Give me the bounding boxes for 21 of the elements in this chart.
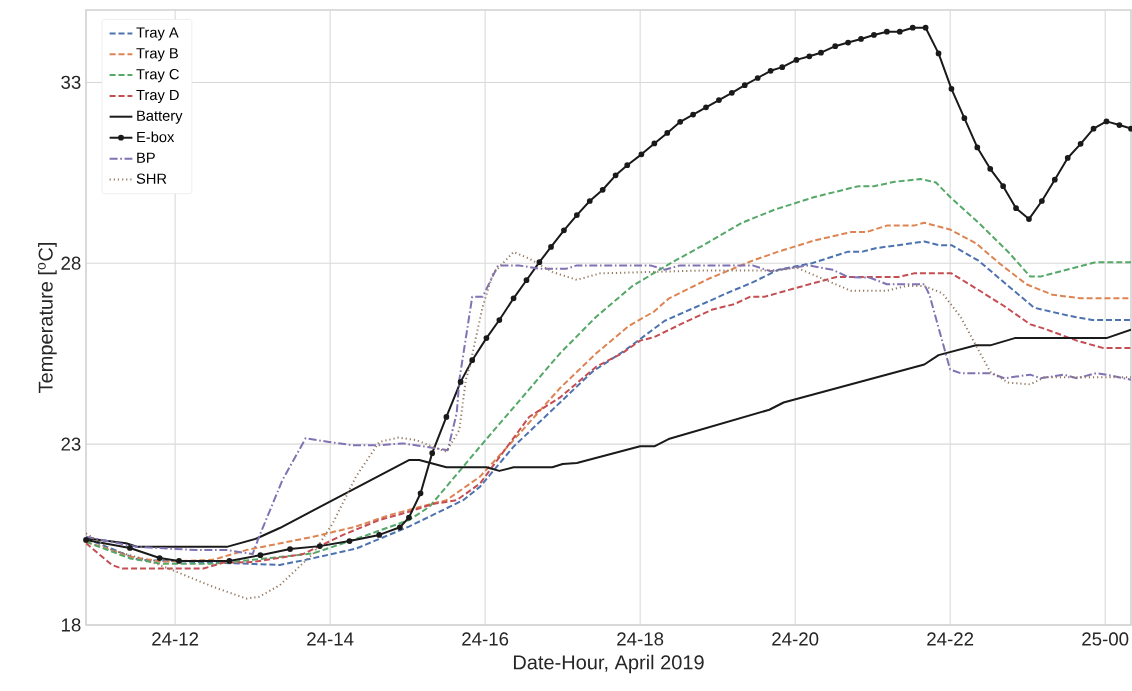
y-axis-title: Temperature [$^{o}$C] <box>38 243 57 393</box>
legend-label: E-box <box>137 131 175 143</box>
legend-label: Tray C <box>136 69 179 83</box>
x-axis-title: Date-Hour, April 2019 <box>513 654 704 674</box>
x-tick-label: 24-12 <box>152 632 199 646</box>
x-tick-label: 24-20 <box>772 632 819 646</box>
x-tick-label: 24-16 <box>462 632 509 646</box>
x-tick-label: 25-00 <box>1082 632 1129 646</box>
legend-label: Battery <box>137 110 183 124</box>
legend-label: Tray A <box>136 27 179 41</box>
x-tick-label: 24-14 <box>307 632 354 646</box>
y-tick-label: 28 <box>61 256 81 270</box>
legend-label: Tray D <box>136 89 179 104</box>
x-tick-label: 24-18 <box>617 632 664 646</box>
y-tick-label: 18 <box>61 618 81 632</box>
y-tick-label: 33 <box>61 75 81 89</box>
y-tick-label: 23 <box>61 437 81 451</box>
legend-label: SHR <box>136 173 167 184</box>
legend-label: Tray B <box>136 48 178 62</box>
legend-label: BP <box>137 152 155 163</box>
x-tick-label: 24-22 <box>927 632 974 646</box>
